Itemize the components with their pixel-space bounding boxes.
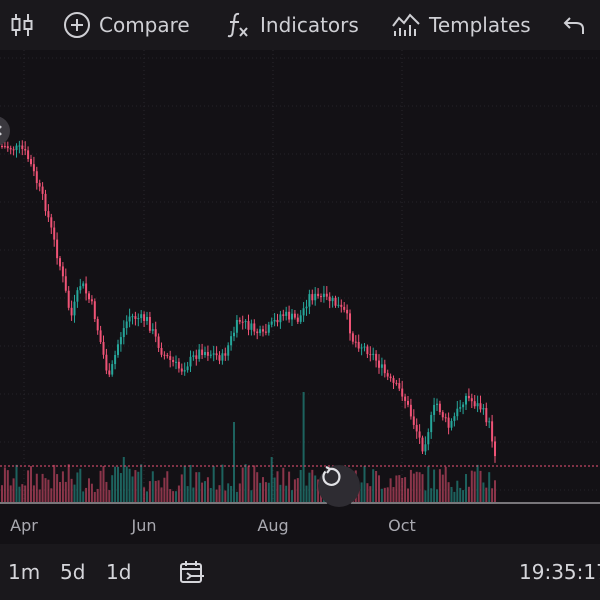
chart-grid	[0, 50, 600, 502]
top-toolbar: Compare Indicators Templates	[0, 0, 600, 50]
x-label-aug: Aug	[257, 516, 289, 535]
reset-chart-button[interactable]	[318, 465, 360, 507]
undo-icon	[562, 14, 588, 36]
x-label-oct: Oct	[388, 516, 416, 535]
bottom-toolbar	[0, 544, 600, 600]
timeframe-1m[interactable]: 1m	[8, 560, 41, 584]
undo-button[interactable]	[562, 0, 588, 50]
candles	[1, 140, 496, 463]
candles-icon	[10, 12, 34, 38]
templates-label: Templates	[429, 13, 531, 37]
chart-canvas[interactable]	[0, 50, 600, 542]
x-label-apr: Apr	[10, 516, 38, 535]
side-panel-handle[interactable]	[0, 116, 10, 146]
date-range-button[interactable]	[178, 560, 206, 590]
compare-button[interactable]: Compare	[63, 0, 190, 50]
templates-icon	[391, 12, 421, 38]
date-range-icon	[178, 561, 206, 590]
templates-button[interactable]: Templates	[391, 0, 531, 50]
compare-label: Compare	[99, 13, 190, 37]
indicators-button[interactable]: Indicators	[226, 0, 359, 50]
volume-bars	[1, 392, 496, 502]
timeframe-1d[interactable]: 1d	[106, 560, 132, 584]
price-chart[interactable]	[0, 50, 600, 542]
clock-time: 19:35:17	[519, 560, 600, 584]
fx-icon	[226, 11, 252, 39]
plus-circle-icon	[63, 11, 91, 39]
x-label-jun: Jun	[131, 516, 157, 535]
timeframe-5d[interactable]: 5d	[60, 560, 86, 584]
indicators-label: Indicators	[260, 13, 359, 37]
chart-type-button[interactable]	[10, 0, 34, 50]
